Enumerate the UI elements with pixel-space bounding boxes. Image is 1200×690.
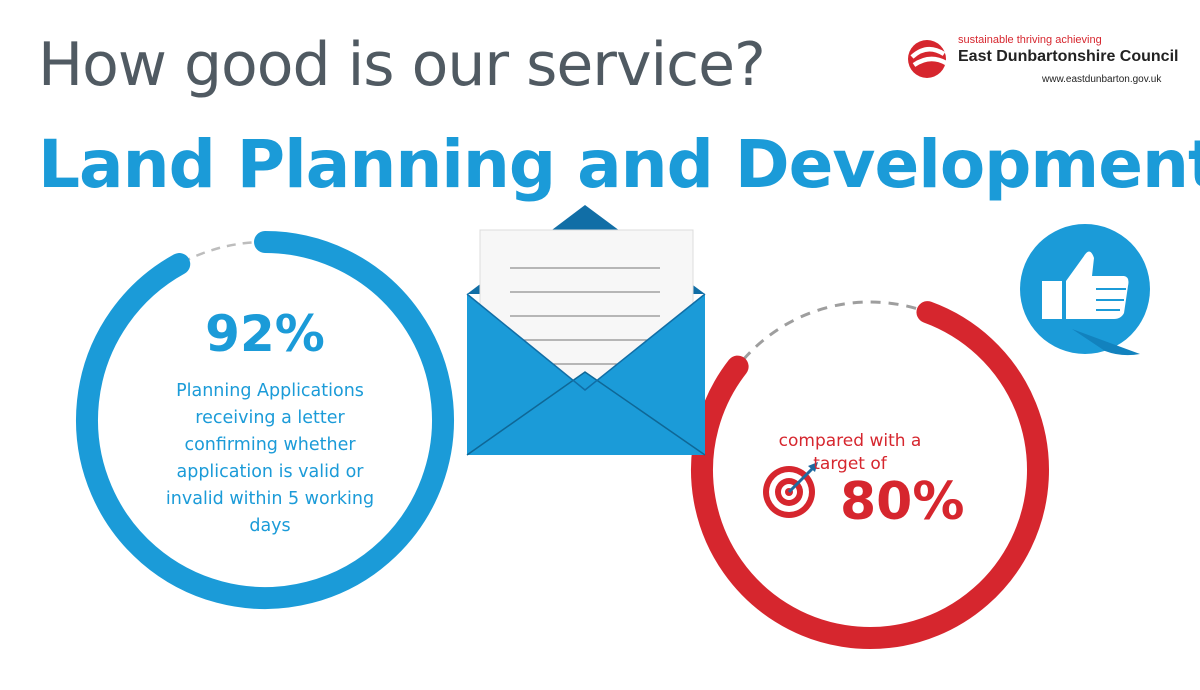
target-percentage: 80% (840, 472, 965, 532)
blue-progress-ring (76, 231, 454, 609)
envelope-icon (466, 205, 706, 456)
logo-name: East Dunbartonshire Council (958, 48, 1179, 65)
target-label: compared with a target of (778, 431, 922, 474)
result-description: Planning Applications receiving a letter… (165, 381, 375, 536)
council-logo-icon (908, 40, 948, 78)
red-progress-ring (691, 301, 1049, 649)
logo-url: www.eastdunbarton.gov.uk (1042, 74, 1162, 85)
page-subtitle: Land Planning and Development (38, 126, 1200, 203)
page-title: How good is our service? (38, 30, 766, 100)
result-percentage: 92% (205, 305, 325, 363)
target-icon (763, 462, 818, 518)
logo-tagline: sustainable thriving achieving (958, 34, 1102, 46)
thumbs-up-icon (1020, 224, 1150, 356)
council-logo[interactable]: sustainable thriving achieving East Dunb… (902, 34, 1192, 98)
